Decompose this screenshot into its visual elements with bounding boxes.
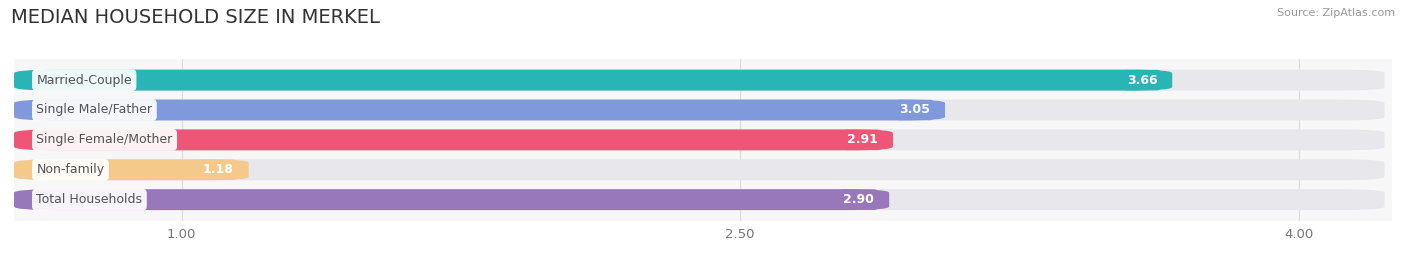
Text: MEDIAN HOUSEHOLD SIZE IN MERKEL: MEDIAN HOUSEHOLD SIZE IN MERKEL [11, 8, 380, 27]
Text: Single Male/Father: Single Male/Father [37, 104, 152, 116]
Text: 3.66: 3.66 [1126, 74, 1157, 87]
FancyBboxPatch shape [14, 70, 1173, 91]
FancyBboxPatch shape [14, 100, 1385, 121]
Text: Non-family: Non-family [37, 163, 104, 176]
FancyBboxPatch shape [14, 159, 1385, 180]
Text: Total Households: Total Households [37, 193, 142, 206]
Text: 1.18: 1.18 [202, 163, 233, 176]
Text: 2.90: 2.90 [844, 193, 875, 206]
FancyBboxPatch shape [14, 189, 889, 210]
FancyBboxPatch shape [14, 70, 1385, 91]
FancyBboxPatch shape [14, 189, 1385, 210]
FancyBboxPatch shape [14, 159, 249, 180]
Text: Source: ZipAtlas.com: Source: ZipAtlas.com [1277, 8, 1395, 18]
Text: Married-Couple: Married-Couple [37, 74, 132, 87]
Text: 3.05: 3.05 [900, 104, 931, 116]
FancyBboxPatch shape [14, 129, 1385, 150]
FancyBboxPatch shape [14, 100, 945, 121]
Text: Single Female/Mother: Single Female/Mother [37, 133, 173, 146]
FancyBboxPatch shape [14, 129, 893, 150]
Text: 2.91: 2.91 [848, 133, 877, 146]
